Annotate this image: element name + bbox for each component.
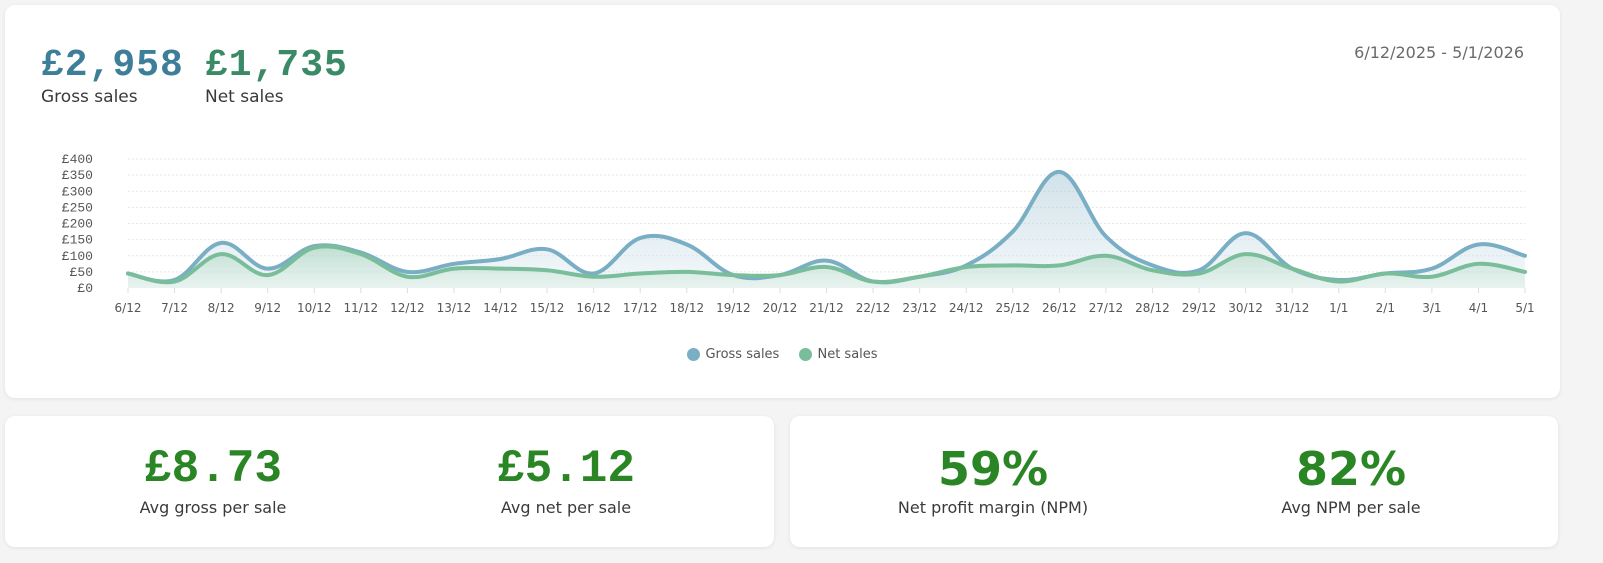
- x-tick-label: 1/1: [1329, 301, 1348, 315]
- x-tick-label: 11/12: [344, 301, 379, 315]
- average-per-sale-card: £8.73 Avg gross per sale £5.12 Avg net p…: [5, 416, 774, 547]
- x-tick-label: 28/12: [1135, 301, 1170, 315]
- kpi-avg-gross: £8.73 Avg gross per sale: [63, 446, 363, 517]
- kpi-label: Avg net per sale: [500, 498, 632, 517]
- net-sales-value: £1,735: [205, 44, 348, 87]
- kpi-value: £5.12: [496, 443, 636, 495]
- x-tick-label: 26/12: [1042, 301, 1077, 315]
- x-tick-label: 4/1: [1469, 301, 1488, 315]
- x-tick-label: 31/12: [1275, 301, 1310, 315]
- x-tick-label: 6/12: [115, 301, 142, 315]
- gross-dot-icon: [687, 348, 701, 361]
- x-tick-label: 15/12: [530, 301, 565, 315]
- y-tick-label: £0: [77, 281, 93, 296]
- gross-sales-label: Gross sales: [41, 87, 138, 107]
- y-tick-label: £50: [70, 265, 93, 280]
- x-tick-label: 2/1: [1376, 301, 1395, 315]
- x-tick-label: 23/12: [902, 301, 937, 315]
- net-sales-label: Net sales: [205, 87, 284, 107]
- legend-label: Gross sales: [705, 347, 780, 362]
- kpi-value: £8.73: [143, 443, 283, 495]
- legend-item-gross[interactable]: Gross sales: [687, 347, 779, 362]
- kpi-value: 59%: [937, 442, 1049, 496]
- legend-item-net[interactable]: Net sales: [799, 347, 878, 362]
- y-tick-label: £400: [62, 152, 93, 167]
- gross-sales-value: £2,958: [41, 44, 184, 87]
- x-tick-label: 22/12: [856, 301, 891, 315]
- x-tick-label: 16/12: [576, 301, 611, 315]
- x-tick-label: 25/12: [995, 301, 1030, 315]
- x-tick-label: 29/12: [1182, 301, 1217, 315]
- kpi-label: Avg gross per sale: [139, 498, 287, 517]
- x-tick-label: 21/12: [809, 301, 844, 315]
- x-tick-label: 17/12: [623, 301, 658, 315]
- x-tick-label: 20/12: [763, 301, 798, 315]
- kpi-label: Net profit margin (NPM): [897, 498, 1089, 517]
- net-sales-line[interactable]: [126, 244, 1527, 285]
- x-tick-label: 19/12: [716, 301, 751, 315]
- kpi-value: 82%: [1295, 442, 1407, 496]
- sales-overview-card: £2,958 Gross sales £1,735 Net sales 6/12…: [5, 5, 1560, 398]
- x-tick-label: 10/12: [297, 301, 332, 315]
- y-tick-label: £150: [62, 233, 93, 248]
- y-tick-label: £250: [62, 200, 93, 215]
- x-tick-label: 27/12: [1089, 301, 1124, 315]
- legend-label: Net sales: [817, 347, 878, 362]
- kpi-avg-npm: 82% Avg NPM per sale: [1201, 446, 1501, 517]
- kpi-npm: 59% Net profit margin (NPM): [843, 446, 1143, 517]
- y-tick-label: £350: [62, 168, 93, 183]
- x-tick-label: 12/12: [390, 301, 425, 315]
- sales-area-chart[interactable]: £0£50£100£150£200 £250£300£350£400 6/12 7/1…: [5, 5, 1560, 345]
- x-tick-label: 13/12: [437, 301, 472, 315]
- x-tick-label: 7/12: [161, 301, 188, 315]
- x-tick-label: 14/12: [483, 301, 518, 315]
- x-tick-label: 9/12: [254, 301, 281, 315]
- date-range[interactable]: 6/12/2025 - 5/1/2026: [1354, 43, 1524, 62]
- profit-margin-card: 59% Net profit margin (NPM) 82% Avg NPM …: [790, 416, 1558, 547]
- x-tick-label: 30/12: [1228, 301, 1263, 315]
- y-tick-label: £300: [62, 184, 93, 199]
- chart-legend: Gross sales Net sales: [5, 347, 1560, 365]
- y-tick-label: £100: [62, 249, 93, 264]
- y-tick-label: £200: [62, 217, 93, 232]
- x-tick-label: 18/12: [670, 301, 705, 315]
- x-tick-label: 3/1: [1422, 301, 1441, 315]
- net-dot-icon: [799, 348, 813, 361]
- x-tick-label: 24/12: [949, 301, 984, 315]
- x-tick-label: 8/12: [208, 301, 235, 315]
- kpi-label: Avg NPM per sale: [1281, 498, 1421, 517]
- x-tick-label: 5/1: [1515, 301, 1534, 315]
- kpi-avg-net: £5.12 Avg net per sale: [416, 446, 716, 517]
